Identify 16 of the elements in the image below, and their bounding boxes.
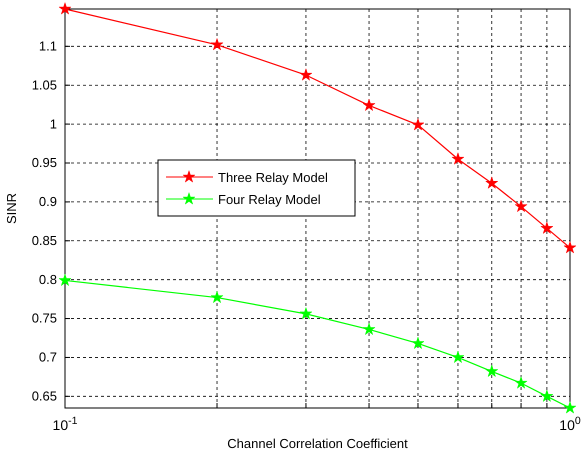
legend-label: Four Relay Model	[218, 192, 321, 207]
y-tick-label: 1.05	[32, 77, 57, 92]
y-tick-label: 1	[50, 116, 57, 132]
x-tick-label: 10$^{0}$	[559, 415, 581, 433]
legend-label: Three Relay Model	[218, 170, 328, 185]
y-tick-label: 1.1	[38, 38, 57, 54]
y-tick-label: 0.8	[38, 272, 57, 287]
y-tick-label: 0.65	[32, 388, 57, 404]
y-tick-label: 0.95	[32, 155, 57, 170]
y-tick-label: 0.75	[32, 310, 57, 326]
y-tick-label: 0.9	[38, 194, 57, 210]
y-axis-title: SINR	[4, 192, 19, 224]
y-tick-label: 0.7	[38, 350, 57, 365]
x-tick-label: 10$^{-1}$	[52, 415, 78, 433]
x-axis-title: Channel Correlation Coefficient	[227, 436, 408, 451]
y-tick-label: 0.85	[32, 232, 57, 248]
